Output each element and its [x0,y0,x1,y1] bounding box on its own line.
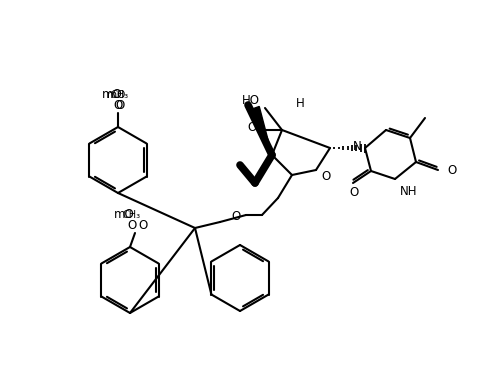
Text: O: O [128,219,136,232]
Text: NH: NH [400,184,417,197]
Text: O: O [322,170,330,183]
Text: O: O [447,164,456,177]
Text: CH₃: CH₃ [123,210,141,220]
Text: H: H [296,96,304,109]
Text: HO: HO [242,93,260,106]
Text: mO: mO [114,207,135,220]
Text: mO: mO [107,90,125,100]
Polygon shape [251,106,272,155]
Text: O: O [114,98,122,112]
Text: O: O [248,121,256,134]
Text: O: O [138,219,147,232]
Text: CH₃: CH₃ [111,90,129,100]
Text: O: O [232,210,241,223]
Text: O: O [350,186,358,198]
Text: N: N [353,139,362,152]
Text: O: O [116,98,124,112]
Text: mO: mO [102,88,123,101]
